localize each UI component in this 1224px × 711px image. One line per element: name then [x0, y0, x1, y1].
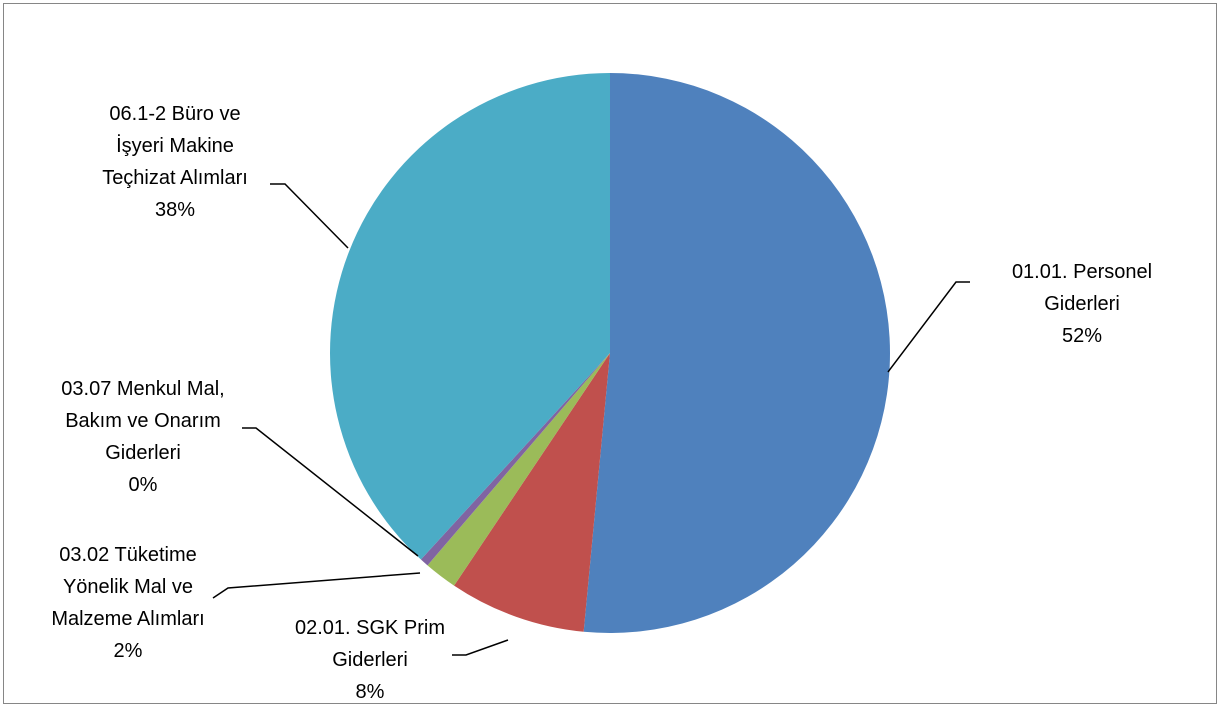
slice-percent-1: 8% — [356, 681, 385, 703]
pie-slice-1 — [454, 353, 610, 632]
slice-label-line-3: Giderleri — [105, 442, 181, 464]
slice-label-line-2: Malzeme Alımları — [51, 608, 204, 630]
leader-line-2 — [212, 572, 421, 599]
leader-lines — [212, 183, 970, 656]
leader-line-3 — [242, 427, 419, 557]
slice-label-3: 03.07 Menkul Mal, Bakım ve Onarım Giderler… — [61, 378, 224, 496]
pie-slice-3 — [420, 353, 610, 566]
slice-label-line-1: Giderleri — [332, 649, 408, 671]
leader-line-4 — [270, 183, 349, 249]
pie-slices — [330, 73, 891, 633]
slice-label-4: 06.1-2 Büro ve İşyeri Makine Teçhizat Alım… — [102, 103, 248, 221]
slice-label-line-4: 06.1-2 Büro ve — [109, 103, 240, 125]
slice-label-line-1: 02.01. SGK Prim — [295, 617, 445, 639]
slice-label-line-4: İşyeri Makine — [116, 134, 234, 157]
slice-label-line-3: 03.07 Menkul Mal, — [61, 378, 224, 400]
slice-labels: 01.01. Personel Giderleri 52% 02.01. SGK Pr… — [51, 103, 1152, 703]
slice-label-2: 03.02 Tüketime Yönelik Mal ve Malzeme Alım… — [51, 544, 204, 662]
pie-slice-2 — [427, 353, 610, 586]
leader-line-1 — [452, 639, 509, 656]
slice-label-0: 01.01. Personel Giderleri 52% — [1012, 261, 1152, 347]
slice-label-line-2: Yönelik Mal ve — [63, 576, 193, 598]
leader-line-0 — [887, 281, 970, 373]
slice-label-line-2: 03.02 Tüketime — [59, 544, 197, 566]
slice-percent-4: 38% — [155, 199, 195, 221]
slice-label-1: 02.01. SGK Prim Giderleri 8% — [295, 617, 445, 703]
slice-percent-0: 52% — [1062, 325, 1102, 347]
pie-slice-0 — [583, 73, 891, 633]
slice-label-line-3: Bakım ve Onarım — [65, 410, 221, 432]
slice-label-line-0: 01.01. Personel — [1012, 261, 1152, 283]
slice-label-line-4: Teçhizat Alımları — [102, 167, 248, 189]
pie-slice-4 — [330, 73, 610, 560]
slice-percent-3: 0% — [129, 474, 158, 496]
slice-percent-2: 2% — [114, 640, 143, 662]
slice-label-line-0: Giderleri — [1044, 293, 1120, 315]
